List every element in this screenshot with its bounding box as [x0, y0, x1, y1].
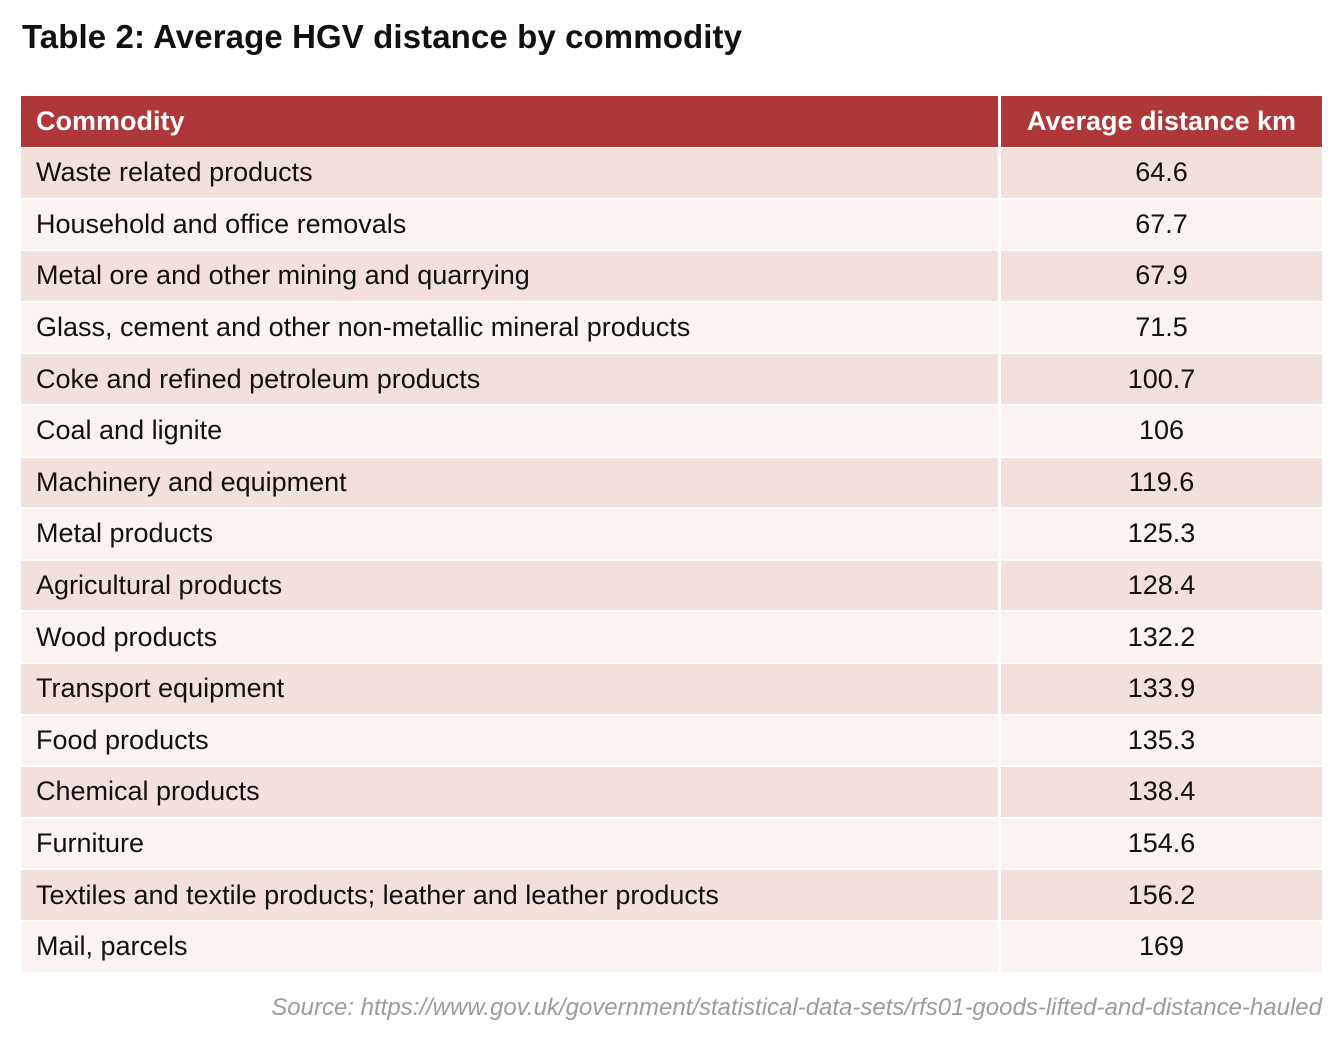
table-header: Commodity Average distance km	[21, 96, 1322, 148]
commodity-cell: Coke and refined petroleum products	[21, 354, 998, 406]
average-distance-cell: 128.4	[998, 560, 1322, 613]
commodity-cell: Machinery and equipment	[21, 457, 998, 510]
average-distance-cell: 133.9	[998, 663, 1322, 716]
column-header-commodity: Commodity	[21, 96, 998, 148]
commodity-distance-table: Commodity Average distance km Waste rela…	[21, 96, 1322, 974]
table-row: Agricultural products 128.4	[21, 560, 1322, 613]
commodity-cell: Textiles and textile products; leather a…	[21, 870, 998, 922]
commodity-cell: Coal and lignite	[21, 405, 998, 458]
commodity-cell: Metal products	[21, 509, 998, 561]
header-row: Commodity Average distance km	[21, 96, 1322, 148]
average-distance-cell: 67.9	[998, 251, 1322, 303]
average-distance-cell: 169	[998, 921, 1322, 974]
commodity-cell: Wood products	[21, 612, 998, 664]
table-row: Mail, parcels 169	[21, 921, 1322, 974]
table-row: Furniture 154.6	[21, 818, 1322, 871]
average-distance-cell: 67.7	[998, 199, 1322, 252]
column-header-average-distance: Average distance km	[998, 96, 1322, 148]
average-distance-cell: 64.6	[998, 148, 1322, 200]
commodity-cell: Metal ore and other mining and quarrying	[21, 251, 998, 303]
average-distance-cell: 125.3	[998, 509, 1322, 561]
table-row: Transport equipment 133.9	[21, 663, 1322, 716]
table-row: Chemical products 138.4	[21, 767, 1322, 819]
commodity-cell: Glass, cement and other non-metallic min…	[21, 302, 998, 355]
table-row: Wood products 132.2	[21, 612, 1322, 664]
average-distance-cell: 132.2	[998, 612, 1322, 664]
table-row: Waste related products 64.6	[21, 148, 1322, 200]
commodity-cell: Mail, parcels	[21, 921, 998, 974]
average-distance-cell: 71.5	[998, 302, 1322, 355]
commodity-cell: Household and office removals	[21, 199, 998, 252]
table-row: Coke and refined petroleum products 100.7	[21, 354, 1322, 406]
average-distance-cell: 138.4	[998, 767, 1322, 819]
commodity-cell: Food products	[21, 715, 998, 768]
commodity-cell: Transport equipment	[21, 663, 998, 716]
commodity-cell: Furniture	[21, 818, 998, 871]
source-note: Source: https://www.gov.uk/government/st…	[271, 994, 1322, 1021]
average-distance-cell: 154.6	[998, 818, 1322, 871]
commodity-cell: Waste related products	[21, 148, 998, 200]
table-row: Machinery and equipment 119.6	[21, 457, 1322, 510]
commodity-cell: Agricultural products	[21, 560, 998, 613]
table-row: Metal ore and other mining and quarrying…	[21, 251, 1322, 303]
table-row: Food products 135.3	[21, 715, 1322, 768]
average-distance-cell: 135.3	[998, 715, 1322, 768]
page-title: Table 2: Average HGV distance by commodi…	[22, 18, 743, 55]
table-row: Coal and lignite 106	[21, 405, 1322, 458]
table-row: Metal products 125.3	[21, 509, 1322, 561]
table-row: Household and office removals 67.7	[21, 199, 1322, 252]
commodity-cell: Chemical products	[21, 767, 998, 819]
average-distance-cell: 100.7	[998, 354, 1322, 406]
average-distance-cell: 119.6	[998, 457, 1322, 510]
table-row: Glass, cement and other non-metallic min…	[21, 302, 1322, 355]
average-distance-cell: 156.2	[998, 870, 1322, 922]
table-row: Textiles and textile products; leather a…	[21, 870, 1322, 922]
average-distance-cell: 106	[998, 405, 1322, 458]
table-body: Waste related products 64.6 Household and …	[21, 148, 1322, 974]
